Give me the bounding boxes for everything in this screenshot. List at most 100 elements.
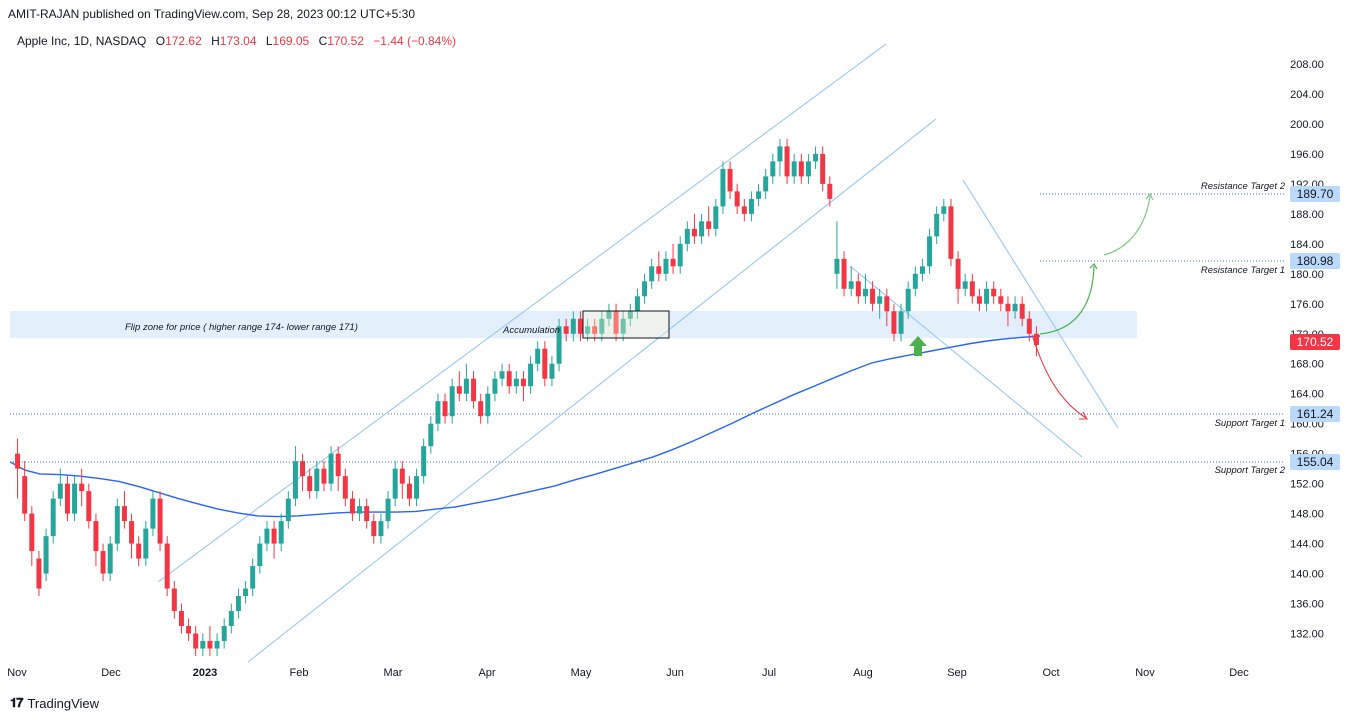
candle-body	[763, 176, 769, 192]
candle-body	[720, 168, 726, 207]
price-tick-label: 164.00	[1290, 389, 1324, 401]
time-tick-label: Mar	[384, 667, 403, 679]
candle-body	[991, 288, 997, 297]
candle-body	[157, 498, 163, 544]
price-tick-label: 168.00	[1290, 359, 1324, 371]
time-tick-label: Dec	[1229, 667, 1249, 679]
candle-body	[577, 318, 583, 334]
price-tick-label: 148.00	[1290, 509, 1324, 521]
candle-body	[193, 633, 199, 649]
candle-body	[235, 596, 241, 612]
candle-body	[905, 288, 911, 312]
candle-body	[186, 626, 192, 634]
candle-body	[428, 423, 434, 447]
candle-body	[934, 213, 940, 237]
candle-body	[257, 543, 263, 567]
candle-body	[870, 288, 876, 304]
candle-body	[321, 468, 327, 484]
candle-body	[264, 528, 270, 544]
candle-body	[207, 641, 213, 649]
candle-body	[756, 191, 762, 199]
candle-body	[520, 378, 526, 387]
price-axis[interactable]: 208.00204.00200.00196.00192.00188.00184.…	[1290, 59, 1324, 641]
candle-body	[699, 221, 705, 237]
last-price-tag	[1290, 334, 1340, 350]
candle-body	[984, 288, 990, 304]
resistance-1-label: Resistance Target 1	[1201, 265, 1285, 276]
candle-body	[599, 318, 605, 334]
candle-body	[820, 153, 826, 184]
support-2-label: Support Target 2	[1215, 465, 1286, 476]
candle-body	[884, 296, 890, 312]
candle-body	[435, 401, 441, 424]
price-tick-label: 208.00	[1290, 59, 1324, 71]
tradingview-brand[interactable]: 𝟏𝟕 TradingView	[10, 695, 99, 711]
candle-body	[1026, 318, 1032, 334]
open-label: O	[155, 34, 166, 48]
candle-body	[50, 498, 56, 537]
price-tick-label: 180.00	[1290, 269, 1324, 281]
candle-body	[307, 476, 313, 492]
candle-body	[36, 558, 42, 589]
up-arrow-icon	[909, 336, 927, 356]
high-label: H	[211, 34, 220, 48]
price-tick-label: 176.00	[1290, 299, 1324, 311]
candle-body	[164, 543, 170, 589]
candle-body	[784, 146, 790, 177]
low-label: L	[265, 34, 273, 48]
close-number: 170.52	[327, 34, 364, 48]
wedge-lower-line	[849, 265, 1083, 458]
candle-body	[107, 543, 113, 574]
candle-body	[121, 506, 127, 522]
candle-body	[243, 588, 249, 597]
open-number: 172.62	[165, 34, 202, 48]
resistance-1-price-tag	[1290, 253, 1340, 269]
candle-body	[613, 311, 619, 334]
price-tick-label: 144.00	[1290, 539, 1324, 551]
bearish-arrowhead-icon	[1079, 411, 1088, 420]
support-1-price: 161.24	[1297, 407, 1334, 421]
time-axis[interactable]: Nov Dec 2023 Feb Mar Apr May Jun Jul Aug Sep Oct Nov…	[7, 667, 1249, 679]
candle-body	[734, 191, 740, 207]
open-value: O172.62	[156, 34, 202, 48]
candle-body	[392, 468, 398, 499]
price-tick-label: 196.00	[1290, 149, 1324, 161]
candle-body	[1012, 303, 1018, 312]
candle-body	[285, 498, 291, 522]
candle-body	[912, 273, 918, 289]
candlestick-series	[15, 138, 1039, 656]
price-tick-label: 152.00	[1290, 479, 1324, 491]
support-2-price-tag	[1290, 454, 1340, 470]
candle-body	[200, 641, 206, 649]
candle-body	[406, 483, 412, 499]
candle-body	[300, 461, 306, 477]
resistance-2-price: 189.70	[1297, 187, 1334, 201]
resistance-1-price: 180.98	[1297, 254, 1334, 268]
time-tick-label: Sep	[947, 667, 967, 679]
price-tick-label: 132.00	[1290, 629, 1324, 641]
bullish-arrowhead-2-icon	[1145, 192, 1154, 201]
candle-body	[136, 543, 142, 559]
candle-body	[620, 318, 626, 334]
candle-body	[114, 506, 120, 544]
candle-body	[335, 453, 341, 477]
candle-body	[513, 378, 519, 387]
candle-body	[43, 536, 49, 574]
candle-body	[827, 183, 833, 199]
brand-name: TradingView	[27, 695, 100, 711]
time-tick-label: Nov	[7, 667, 27, 679]
candle-body	[314, 468, 320, 492]
candle-body	[976, 296, 982, 304]
candle-body	[57, 483, 63, 499]
candle-body	[499, 371, 505, 379]
candle-body	[449, 386, 455, 417]
candle-body	[791, 161, 797, 177]
candle-body	[228, 611, 234, 627]
close-value: C170.52	[319, 34, 364, 48]
candle-body	[150, 498, 156, 529]
candle-body	[442, 401, 448, 417]
support-1-label: Support Target 1	[1215, 418, 1285, 429]
candle-body	[855, 281, 861, 297]
candle-body	[399, 468, 405, 484]
